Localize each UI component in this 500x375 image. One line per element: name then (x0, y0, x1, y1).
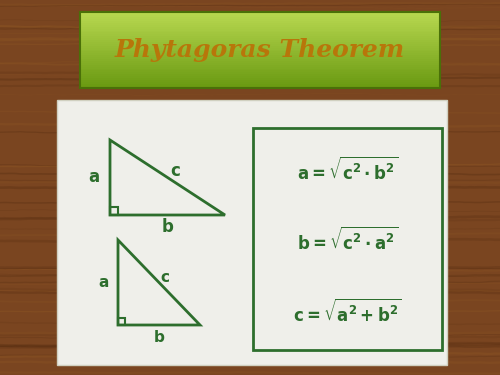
Text: a: a (88, 168, 100, 186)
Bar (80, 72, 440, 75)
Bar (80, 44, 440, 46)
Text: a: a (99, 275, 109, 290)
Bar (80, 50, 440, 52)
Bar (80, 12, 440, 88)
Text: c: c (170, 162, 180, 180)
Text: Phytagoras Theorem: Phytagoras Theorem (115, 38, 405, 62)
Bar (80, 48, 440, 50)
Bar (80, 53, 440, 56)
Bar (80, 38, 440, 40)
Bar (80, 78, 440, 80)
Text: $\mathbf{a = \sqrt{c^2 \cdot b^2}}$: $\mathbf{a = \sqrt{c^2 \cdot b^2}}$ (297, 156, 398, 184)
Bar (80, 76, 440, 78)
Bar (80, 69, 440, 71)
Bar (80, 25, 440, 27)
Bar (80, 65, 440, 67)
Bar (80, 42, 440, 44)
Bar (57, 100, 447, 365)
Bar (80, 84, 440, 86)
Bar (80, 30, 440, 33)
Bar (80, 80, 440, 82)
Bar (80, 17, 440, 20)
Bar (80, 59, 440, 62)
Bar (253, 128, 442, 350)
Bar (80, 23, 440, 25)
Text: b: b (162, 218, 173, 236)
Text: c: c (160, 270, 170, 285)
Bar (80, 28, 440, 31)
Bar (80, 21, 440, 23)
Bar (80, 12, 440, 14)
Bar (80, 13, 440, 16)
Text: $\mathbf{b = \sqrt{c^2 \cdot a^2}}$: $\mathbf{b = \sqrt{c^2 \cdot a^2}}$ (297, 226, 398, 254)
Text: $\mathbf{c = \sqrt{a^2 + b^2}}$: $\mathbf{c = \sqrt{a^2 + b^2}}$ (293, 298, 402, 326)
Bar (80, 36, 440, 39)
Bar (80, 61, 440, 63)
Bar (80, 32, 440, 35)
Bar (80, 82, 440, 84)
Bar (80, 63, 440, 65)
Bar (80, 74, 440, 76)
Bar (80, 27, 440, 29)
Bar (80, 15, 440, 18)
Text: b: b (154, 330, 164, 345)
Bar (80, 67, 440, 69)
Bar (80, 19, 440, 21)
Bar (80, 46, 440, 48)
Bar (80, 51, 440, 54)
Bar (80, 57, 440, 60)
Bar (80, 34, 440, 37)
Bar (80, 40, 440, 42)
Bar (80, 55, 440, 58)
Bar (80, 86, 440, 88)
Bar (80, 70, 440, 73)
